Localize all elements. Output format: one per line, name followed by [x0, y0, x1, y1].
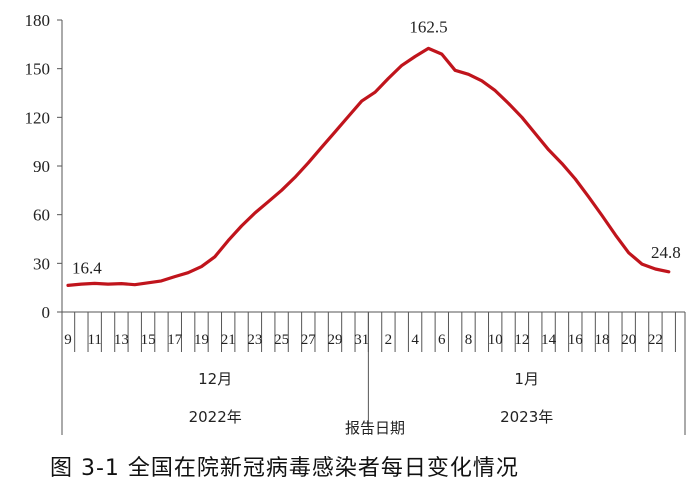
- y-tick-label: 60: [33, 206, 50, 225]
- x-tick-label: 19: [194, 332, 209, 348]
- x-tick-label: 25: [274, 332, 289, 348]
- x-tick-label: 12: [514, 332, 529, 348]
- x-tick-label: 10: [488, 332, 503, 348]
- x-tick-label: 17: [167, 332, 183, 348]
- x-axis: 9 11 13 15 17 19 21 23 25 27 29 31 2 4 6 8 10 12 14 16 18 20 2…: [61, 311, 686, 435]
- month-label: 1月: [514, 370, 539, 388]
- x-tick-label: 16: [568, 332, 584, 348]
- x-tick-label: 21: [221, 332, 236, 348]
- x-tick-label: 4: [411, 332, 419, 348]
- x-tick-label: 18: [595, 332, 610, 348]
- x-tick-label: 22: [648, 332, 663, 348]
- data-label: 162.5: [409, 17, 447, 36]
- y-tick-label: 180: [25, 11, 51, 30]
- data-labels: 16.4 162.5 24.8: [72, 17, 681, 277]
- x-axis-title: 报告日期: [345, 419, 405, 437]
- y-tick-label: 0: [42, 303, 51, 322]
- x-tick-label: 20: [621, 332, 636, 348]
- figure-caption: 图 3-1 全国在院新冠病毒感染者每日变化情况: [50, 456, 519, 481]
- series-line: [66, 46, 671, 287]
- x-tick-label: 14: [541, 332, 557, 348]
- x-ticks: 9 11 13 15 17 19 21 23 25 27 29 31 2 4 6 8 10 12 14 16 18 20 2…: [64, 312, 676, 352]
- y-tick-label: 150: [25, 60, 51, 79]
- x-tick-label: 29: [328, 332, 343, 348]
- year-label: 2022年: [189, 408, 242, 426]
- x-tick-label: 6: [438, 332, 446, 348]
- x-tick-label: 2: [385, 332, 393, 348]
- data-label: 24.8: [651, 243, 681, 262]
- x-tick-label: 11: [87, 332, 101, 348]
- x-tick-label: 13: [114, 332, 129, 348]
- y-axis: 0 30 60 90 120 150 180: [25, 11, 63, 322]
- x-tick-label: 27: [301, 332, 317, 348]
- x-tick-label: 23: [247, 332, 262, 348]
- x-tick-label: 9: [64, 332, 72, 348]
- x-tick-label: 8: [465, 332, 473, 348]
- y-ticks: 0 30 60 90 120 150 180: [25, 11, 62, 322]
- month-label: 12月: [198, 370, 232, 388]
- year-label: 2023年: [500, 408, 553, 426]
- x-tick-label: 31: [354, 332, 369, 348]
- x-tick-label: 15: [141, 332, 156, 348]
- x-axis-groups: 12月 1月 2022年 2023年: [61, 312, 686, 435]
- data-label: 16.4: [72, 258, 102, 277]
- y-tick-label: 30: [33, 254, 50, 273]
- y-tick-label: 90: [33, 157, 50, 176]
- y-tick-label: 120: [25, 108, 51, 127]
